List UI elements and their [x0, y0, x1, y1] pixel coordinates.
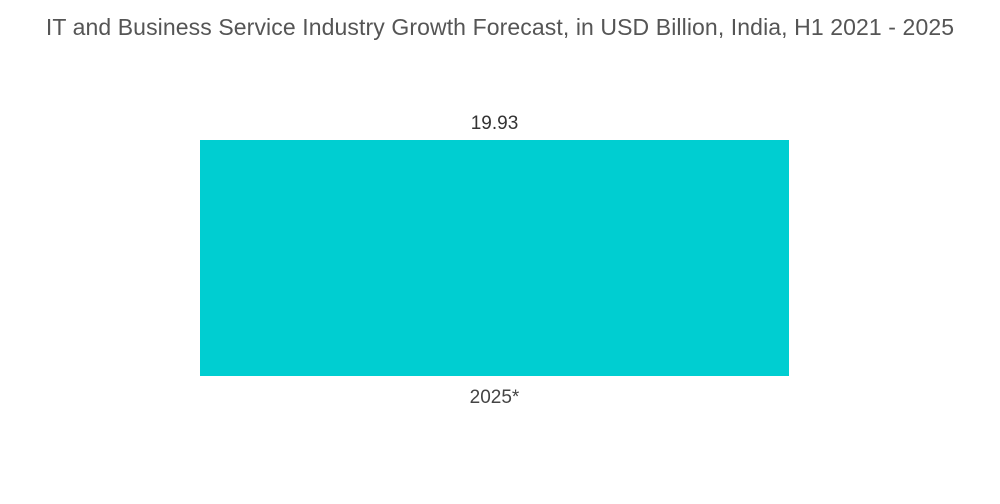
chart-title: IT and Business Service Industry Growth …: [45, 14, 955, 40]
x-tick-label: 2025*: [470, 387, 520, 408]
bar: [200, 140, 789, 376]
bar-value-label: 19.93: [471, 113, 519, 134]
